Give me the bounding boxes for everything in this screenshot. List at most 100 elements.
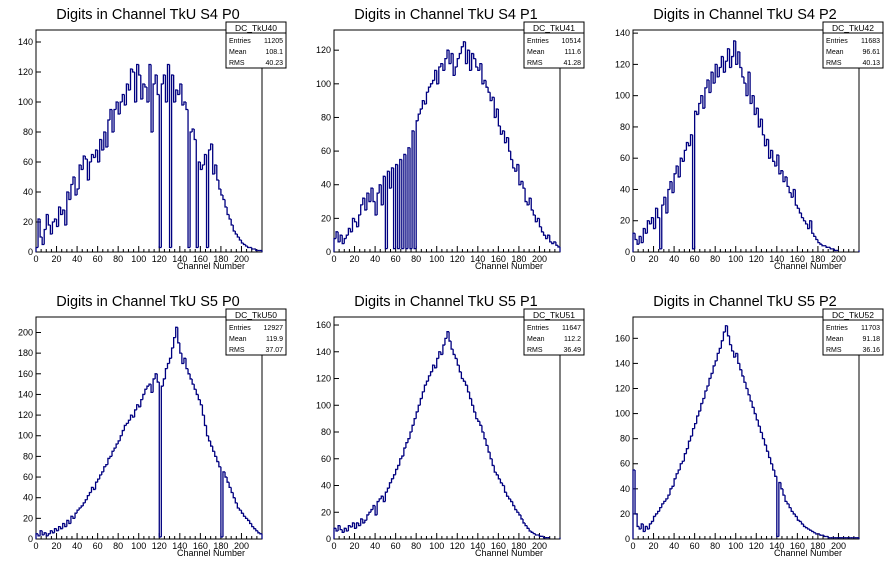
histogram-bin xyxy=(780,482,783,490)
histogram-bin xyxy=(528,528,532,532)
histogram-bin xyxy=(431,364,435,372)
histogram-bin xyxy=(144,84,147,88)
histogram-bin xyxy=(436,70,439,85)
x-tick-label: 180 xyxy=(810,254,825,264)
histogram-bin xyxy=(201,164,205,170)
histogram-bin xyxy=(115,101,119,110)
histogram-bin xyxy=(551,241,554,245)
histogram-bin xyxy=(372,504,376,510)
x-tick-label: 80 xyxy=(113,254,123,264)
histogram-bin xyxy=(755,413,759,421)
histogram-bin xyxy=(468,391,472,400)
histogram-bin xyxy=(236,502,240,509)
histogram-bin xyxy=(88,491,92,496)
stats-rms-value: 40.13 xyxy=(862,60,880,67)
histogram-bin xyxy=(827,536,831,539)
histogram-bin xyxy=(335,231,339,239)
histogram-bin xyxy=(53,528,57,533)
histogram-bin xyxy=(542,231,546,236)
stats-box: DC_TkU42 Entries 11683 Mean 96.61 RMS 40… xyxy=(822,21,884,69)
stats-box-frame xyxy=(822,21,884,69)
x-tick-label: 80 xyxy=(411,254,421,264)
stats-mean-label: Mean xyxy=(826,336,844,343)
histogram-bin xyxy=(440,351,443,356)
histogram-bin xyxy=(411,424,415,433)
histogram-bin xyxy=(397,464,400,470)
histogram-bin xyxy=(510,498,513,503)
histogram-bin xyxy=(512,159,515,169)
stats-mean-label: Mean xyxy=(229,336,247,343)
histogram-panel-s5-p2: Digits in Channel TkU S5 P2 0 20 40 60 80 100… xyxy=(615,294,884,558)
histogram-bin xyxy=(538,218,542,228)
x-tick-label: 100 xyxy=(131,254,146,264)
y-tick-label: 20 xyxy=(23,217,33,227)
histogram-bin xyxy=(489,452,493,460)
stats-entries-value: 12927 xyxy=(264,325,284,332)
histogram-bin xyxy=(35,246,39,252)
histogram-bin xyxy=(218,461,221,468)
histogram-bin xyxy=(446,49,450,59)
histogram-bin xyxy=(788,503,792,509)
histogram-bin xyxy=(409,431,413,439)
histogram-bin xyxy=(770,149,773,159)
stats-box-frame xyxy=(225,308,287,356)
y-tick-label: 0 xyxy=(28,534,33,544)
histogram-bin xyxy=(175,326,178,338)
histogram-bin xyxy=(362,197,365,205)
histogram-bin xyxy=(796,205,800,209)
histogram-bin xyxy=(337,231,341,243)
stats-mean-label: Mean xyxy=(527,336,545,343)
histogram-bin xyxy=(103,131,106,150)
histogram-bin xyxy=(677,469,681,474)
histogram-bin xyxy=(749,394,753,402)
histogram-bin xyxy=(117,102,121,115)
histogram-bin xyxy=(240,510,244,514)
histogram-bin xyxy=(148,383,152,387)
histogram-bin xyxy=(520,180,524,185)
histogram-bin xyxy=(183,357,186,364)
stats-name: DC_TkU41 xyxy=(533,23,575,33)
histogram-bin xyxy=(160,83,164,248)
histogram-bin xyxy=(388,482,392,489)
histogram-bin xyxy=(499,478,503,484)
histogram-bin xyxy=(220,466,223,538)
histogram-bin xyxy=(737,353,740,365)
histogram-bin xyxy=(540,226,544,233)
histogram-bin xyxy=(700,95,703,104)
histogram-bin xyxy=(90,153,94,162)
histogram-bin xyxy=(349,525,353,528)
histogram-bin xyxy=(448,50,452,65)
histogram-bin xyxy=(358,522,361,527)
histogram-bin xyxy=(376,500,380,515)
histogram-bin xyxy=(66,519,69,527)
histogram-bin xyxy=(654,207,658,229)
histogram-bin xyxy=(257,530,260,534)
x-tick-label: 120 xyxy=(749,254,764,264)
histogram-bin xyxy=(423,384,427,392)
histogram-bin xyxy=(514,167,517,172)
histogram-bin xyxy=(681,158,685,162)
stats-rms-value: 36.49 xyxy=(563,347,581,354)
histogram-bin xyxy=(360,518,363,526)
histogram-bin xyxy=(646,526,650,530)
histogram-bin xyxy=(417,113,421,121)
histogram-bin xyxy=(370,508,374,513)
histogram-bin xyxy=(685,448,689,454)
histogram-panel-s5-p0: Digits in Channel TkU S5 P0 0 20 40 60 80 100… xyxy=(18,294,287,558)
histogram-bin xyxy=(735,40,738,66)
histogram-bin xyxy=(224,199,228,208)
y-tick-label: 0 xyxy=(28,247,33,257)
histogram-bin xyxy=(216,456,219,463)
histogram-bin xyxy=(722,56,726,73)
histogram-bin xyxy=(819,242,823,245)
histogram-bin xyxy=(536,217,540,222)
histogram-bin xyxy=(177,90,180,96)
x-tick-label: 160 xyxy=(491,541,506,551)
histogram-bin xyxy=(111,109,115,133)
histogram-bin xyxy=(481,63,484,85)
histogram-bin xyxy=(495,472,499,476)
histogram-bin xyxy=(634,233,638,241)
histogram-bin xyxy=(691,427,695,437)
histogram-bin xyxy=(251,247,254,250)
histogram-bin xyxy=(39,530,43,536)
